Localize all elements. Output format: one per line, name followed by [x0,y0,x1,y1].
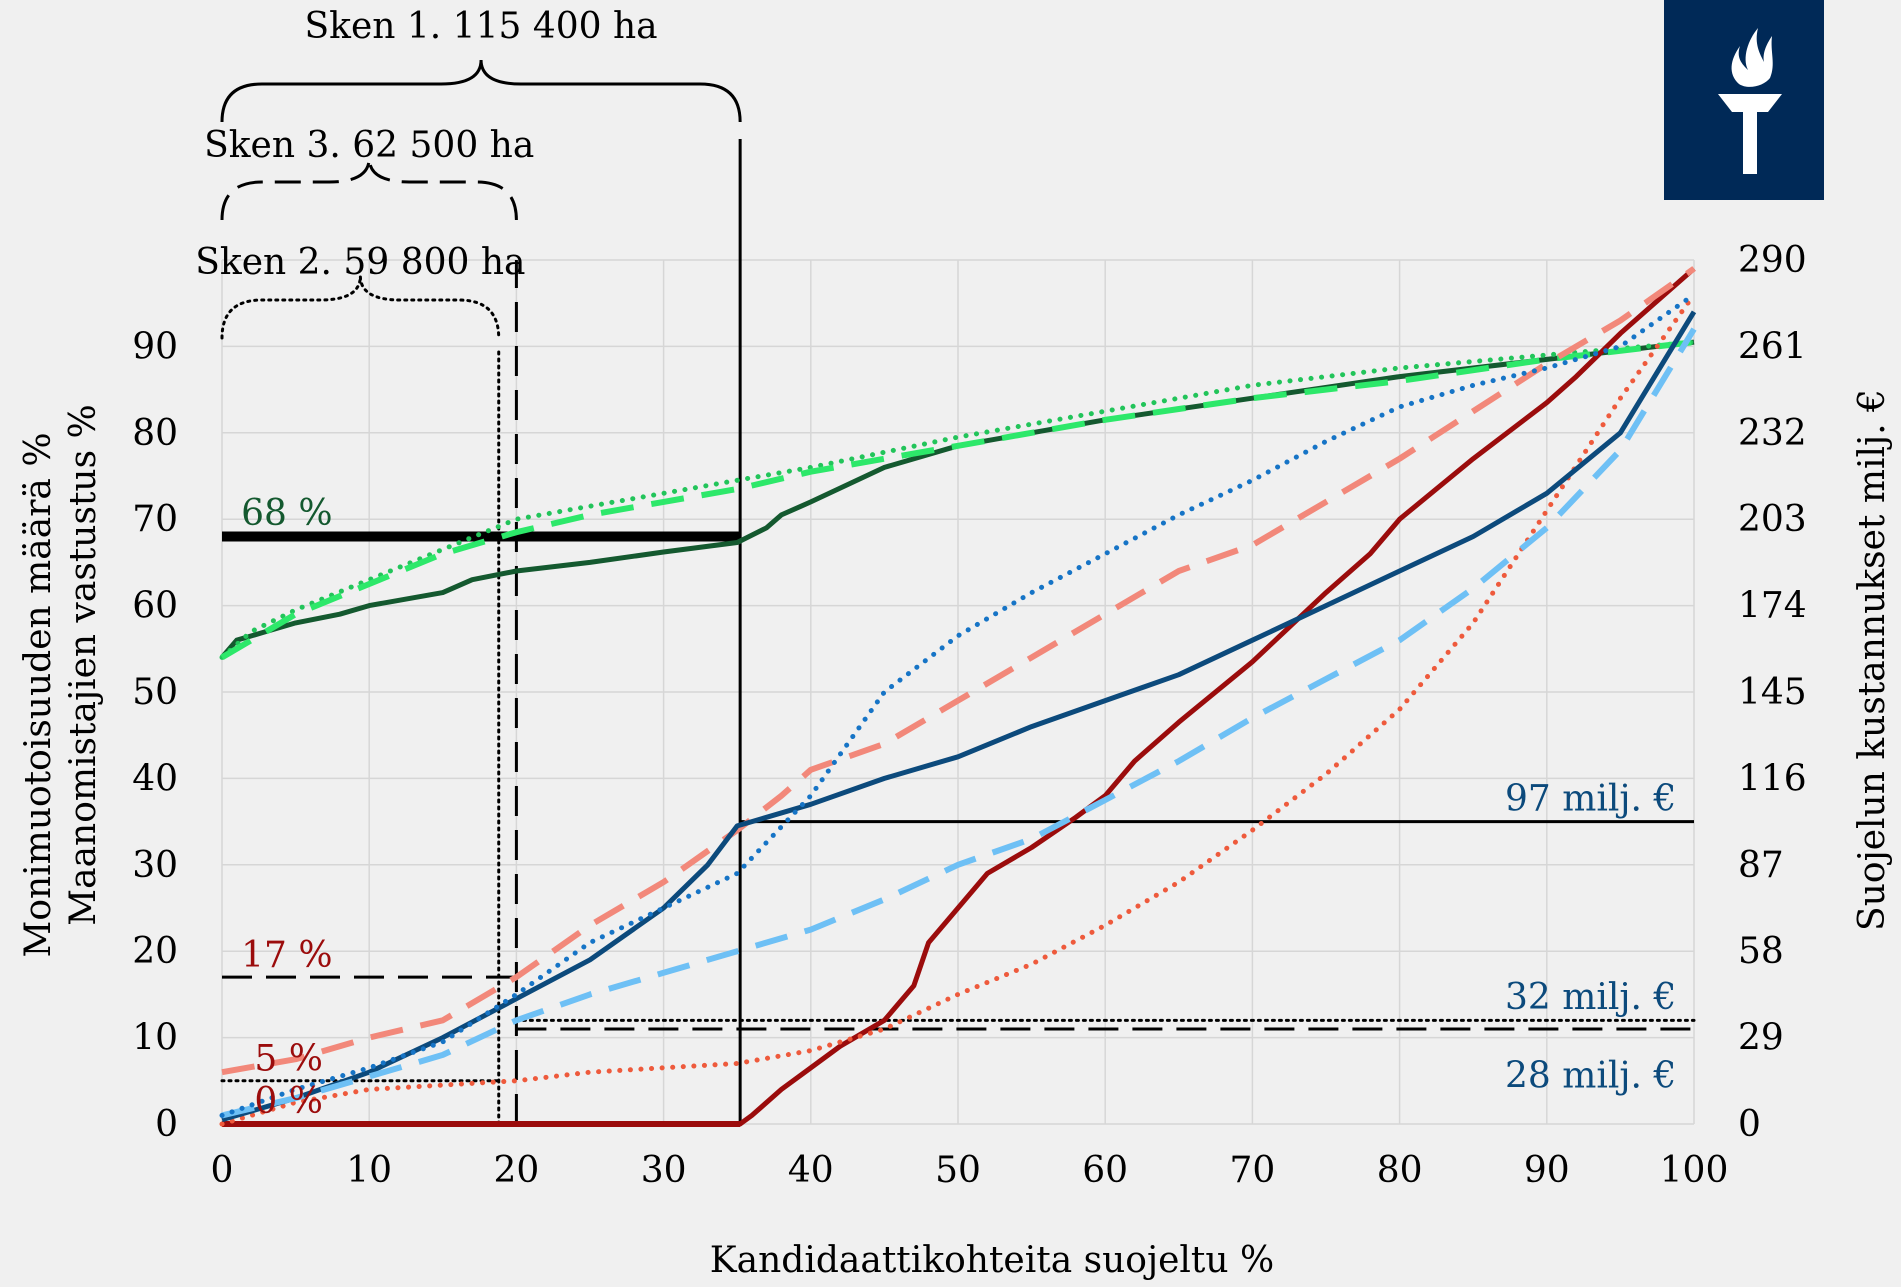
y-tick-label-right: 0 [1738,1104,1761,1145]
scenario-label: Sken 3. 62 500 ha [204,125,534,166]
scenario-braces: Sken 1. 115 400 ha Sken 3. 62 500 ha Sken … [195,6,742,340]
y-tick-label-right: 261 [1738,326,1807,367]
y-tick-label-left: 80 [132,413,178,454]
series-line [221,310,1697,1123]
x-tick-label: 30 [641,1150,687,1191]
y-axis-title-right: Suojelun kustannukset milj. € [1852,389,1893,931]
scenario-brace [220,157,518,221]
series-lines [219,266,1697,1127]
y-tick-label-right: 87 [1738,845,1784,886]
scenario-brace [220,59,742,123]
annotation-label: 28 milj. € [1505,1056,1676,1097]
y-tick-label-right: 58 [1738,931,1784,972]
torch-logo-icon [1664,0,1824,200]
y-tick-label-right: 232 [1738,413,1807,454]
scenario-label: Sken 1. 115 400 ha [304,6,657,47]
x-tick-label: 20 [493,1150,539,1191]
tick-labels: 0 10 20 30 40 50 60 70 80 90 100010203040506070809… [132,240,1807,1191]
series-line [221,266,1696,1076]
x-tick-label: 90 [1524,1150,1570,1191]
y-tick-label-right: 29 [1738,1018,1784,1059]
scenario-brace [220,275,501,340]
series-line [221,327,1697,1119]
x-tick-label: 60 [1082,1150,1128,1191]
series-line [219,339,1697,660]
x-tick-label: 40 [788,1150,834,1191]
x-tick-label: 0 [211,1150,234,1191]
annotation-label: 0 % [254,1081,323,1122]
y-tick-label-right: 290 [1738,240,1807,281]
y-axis-title-left-2: Maanomistajien vastustus % [63,404,104,926]
y-tick-label-left: 70 [132,499,178,540]
annotation-label: 68 % [241,493,332,534]
scenario-label: Sken 2. 59 800 ha [195,242,525,283]
series-line [220,339,1695,660]
y-tick-label-left: 40 [132,758,178,799]
y-tick-label-left: 50 [132,672,178,713]
y-tick-label-right: 174 [1738,586,1807,627]
annotations: 68 % 17 % 5 %0 % 97 milj. € 32 milj. € 28 mil… [241,493,1676,1122]
annotation-label: 97 milj. € [1505,778,1676,819]
series-line [219,292,1697,1118]
series-line [222,266,1696,1127]
x-tick-label: 10 [346,1150,392,1191]
annotation-label: 32 milj. € [1505,977,1676,1018]
annotation-label: 5 % [254,1038,323,1079]
annotation-label: 17 % [241,935,332,976]
y-tick-label-right: 203 [1738,499,1807,540]
x-tick-label: 80 [1377,1150,1423,1191]
y-tick-label-left: 0 [155,1104,178,1145]
x-tick-label: 70 [1229,1150,1275,1191]
x-tick-label: 50 [935,1150,981,1191]
y-tick-label-left: 90 [132,326,178,367]
y-tick-label-left: 60 [132,586,178,627]
y-tick-label-right: 145 [1738,672,1807,713]
y-tick-label-left: 20 [132,931,178,972]
y-tick-label-right: 116 [1738,758,1807,799]
y-tick-label-left: 30 [132,845,178,886]
y-axis-title-left-1: Monimuotoisuuden määrä % [18,432,59,957]
series-line [219,292,1697,1127]
x-axis-title: Kandidaattikohteita suojeltu % [710,1240,1274,1281]
y-tick-label-left: 10 [132,1018,178,1059]
x-tick-label: 100 [1660,1150,1729,1191]
